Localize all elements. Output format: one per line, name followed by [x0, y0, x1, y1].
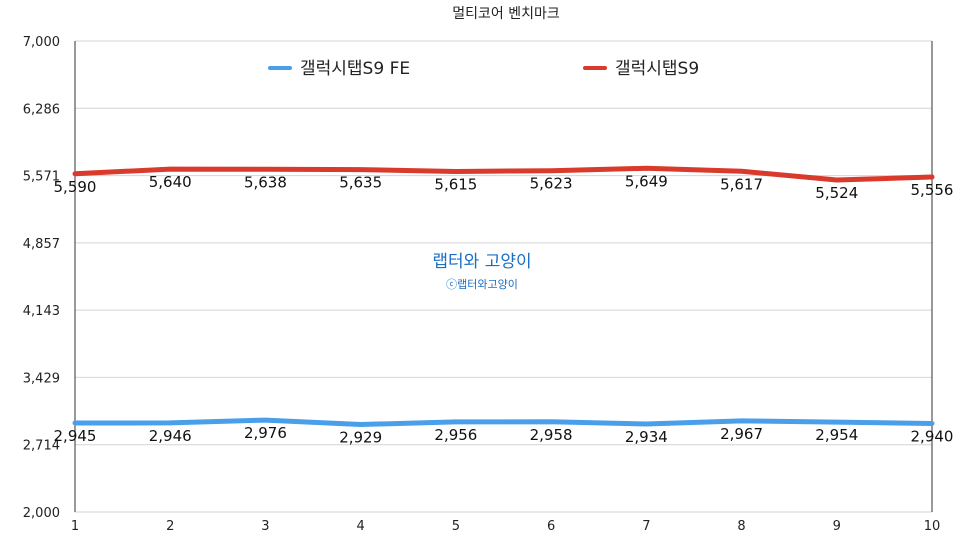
y-tick-label: 6,286 [23, 102, 60, 117]
watermark-main: 랩터와 고양이 [432, 252, 531, 272]
legend-label: 갤럭시탭S9 FE [300, 59, 410, 79]
y-tick-label: 2,714 [23, 439, 60, 454]
data-label: 5,635 [339, 174, 382, 192]
data-label: 2,945 [54, 427, 97, 445]
legend: 갤럭시탭S9 FE 갤럭시탭S9 [268, 59, 699, 79]
data-label: 2,929 [339, 428, 382, 446]
y-tick-label: 5,571 [23, 170, 60, 185]
data-label: 5,524 [815, 184, 858, 202]
data-label: 5,590 [54, 178, 97, 196]
series-line-2 [72, 165, 935, 183]
chart-title: 멀티코어 벤치마크 [452, 6, 560, 22]
y-tick-label: 7,000 [23, 35, 60, 50]
data-label: 2,958 [530, 426, 573, 444]
data-label: 5,649 [625, 172, 668, 190]
data-labels: 2,945 2,946 2,976 2,929 2,956 2,958 2,934 2,967… [54, 172, 954, 446]
x-tick-label: 9 [833, 519, 841, 534]
x-tick-label: 2 [166, 519, 174, 534]
data-label: 2,946 [149, 427, 192, 445]
data-label: 2,954 [815, 426, 858, 444]
series-lines [72, 165, 935, 427]
data-label: 5,556 [911, 181, 954, 199]
data-label: 2,967 [720, 425, 763, 443]
x-tick-label: 3 [261, 519, 269, 534]
x-tick-label: 6 [547, 519, 555, 534]
y-tick-label: 4,857 [23, 237, 60, 252]
data-label: 2,940 [911, 427, 954, 445]
y-tick-label: 3,429 [23, 371, 60, 386]
x-axis-ticks: 1 2 3 4 5 6 7 8 9 10 [71, 519, 940, 534]
watermark-sub: ⓒ랩터와고양이 [446, 278, 518, 291]
data-label: 5,615 [434, 175, 477, 193]
x-tick-label: 1 [71, 519, 79, 534]
data-label: 2,956 [434, 426, 477, 444]
data-label: 5,617 [720, 175, 763, 193]
data-label: 5,638 [244, 173, 287, 191]
x-tick-label: 7 [642, 519, 650, 534]
data-label: 5,640 [149, 173, 192, 191]
y-axis-ticks: 2,000 2,714 3,429 4,143 4,857 5,571 6,286 7,000 [23, 35, 60, 521]
x-tick-label: 8 [737, 519, 745, 534]
legend-label: 갤럭시탭S9 [615, 59, 699, 79]
x-tick-label: 5 [452, 519, 460, 534]
x-tick-label: 4 [357, 519, 365, 534]
data-label: 2,976 [244, 424, 287, 442]
y-tick-label: 2,000 [23, 506, 60, 521]
y-tick-label: 4,143 [23, 304, 60, 319]
series-line-1 [72, 417, 935, 427]
grid-lines [74, 40, 933, 513]
data-label: 5,623 [530, 175, 573, 193]
data-label: 2,934 [625, 428, 668, 446]
x-tick-label: 10 [924, 519, 941, 534]
